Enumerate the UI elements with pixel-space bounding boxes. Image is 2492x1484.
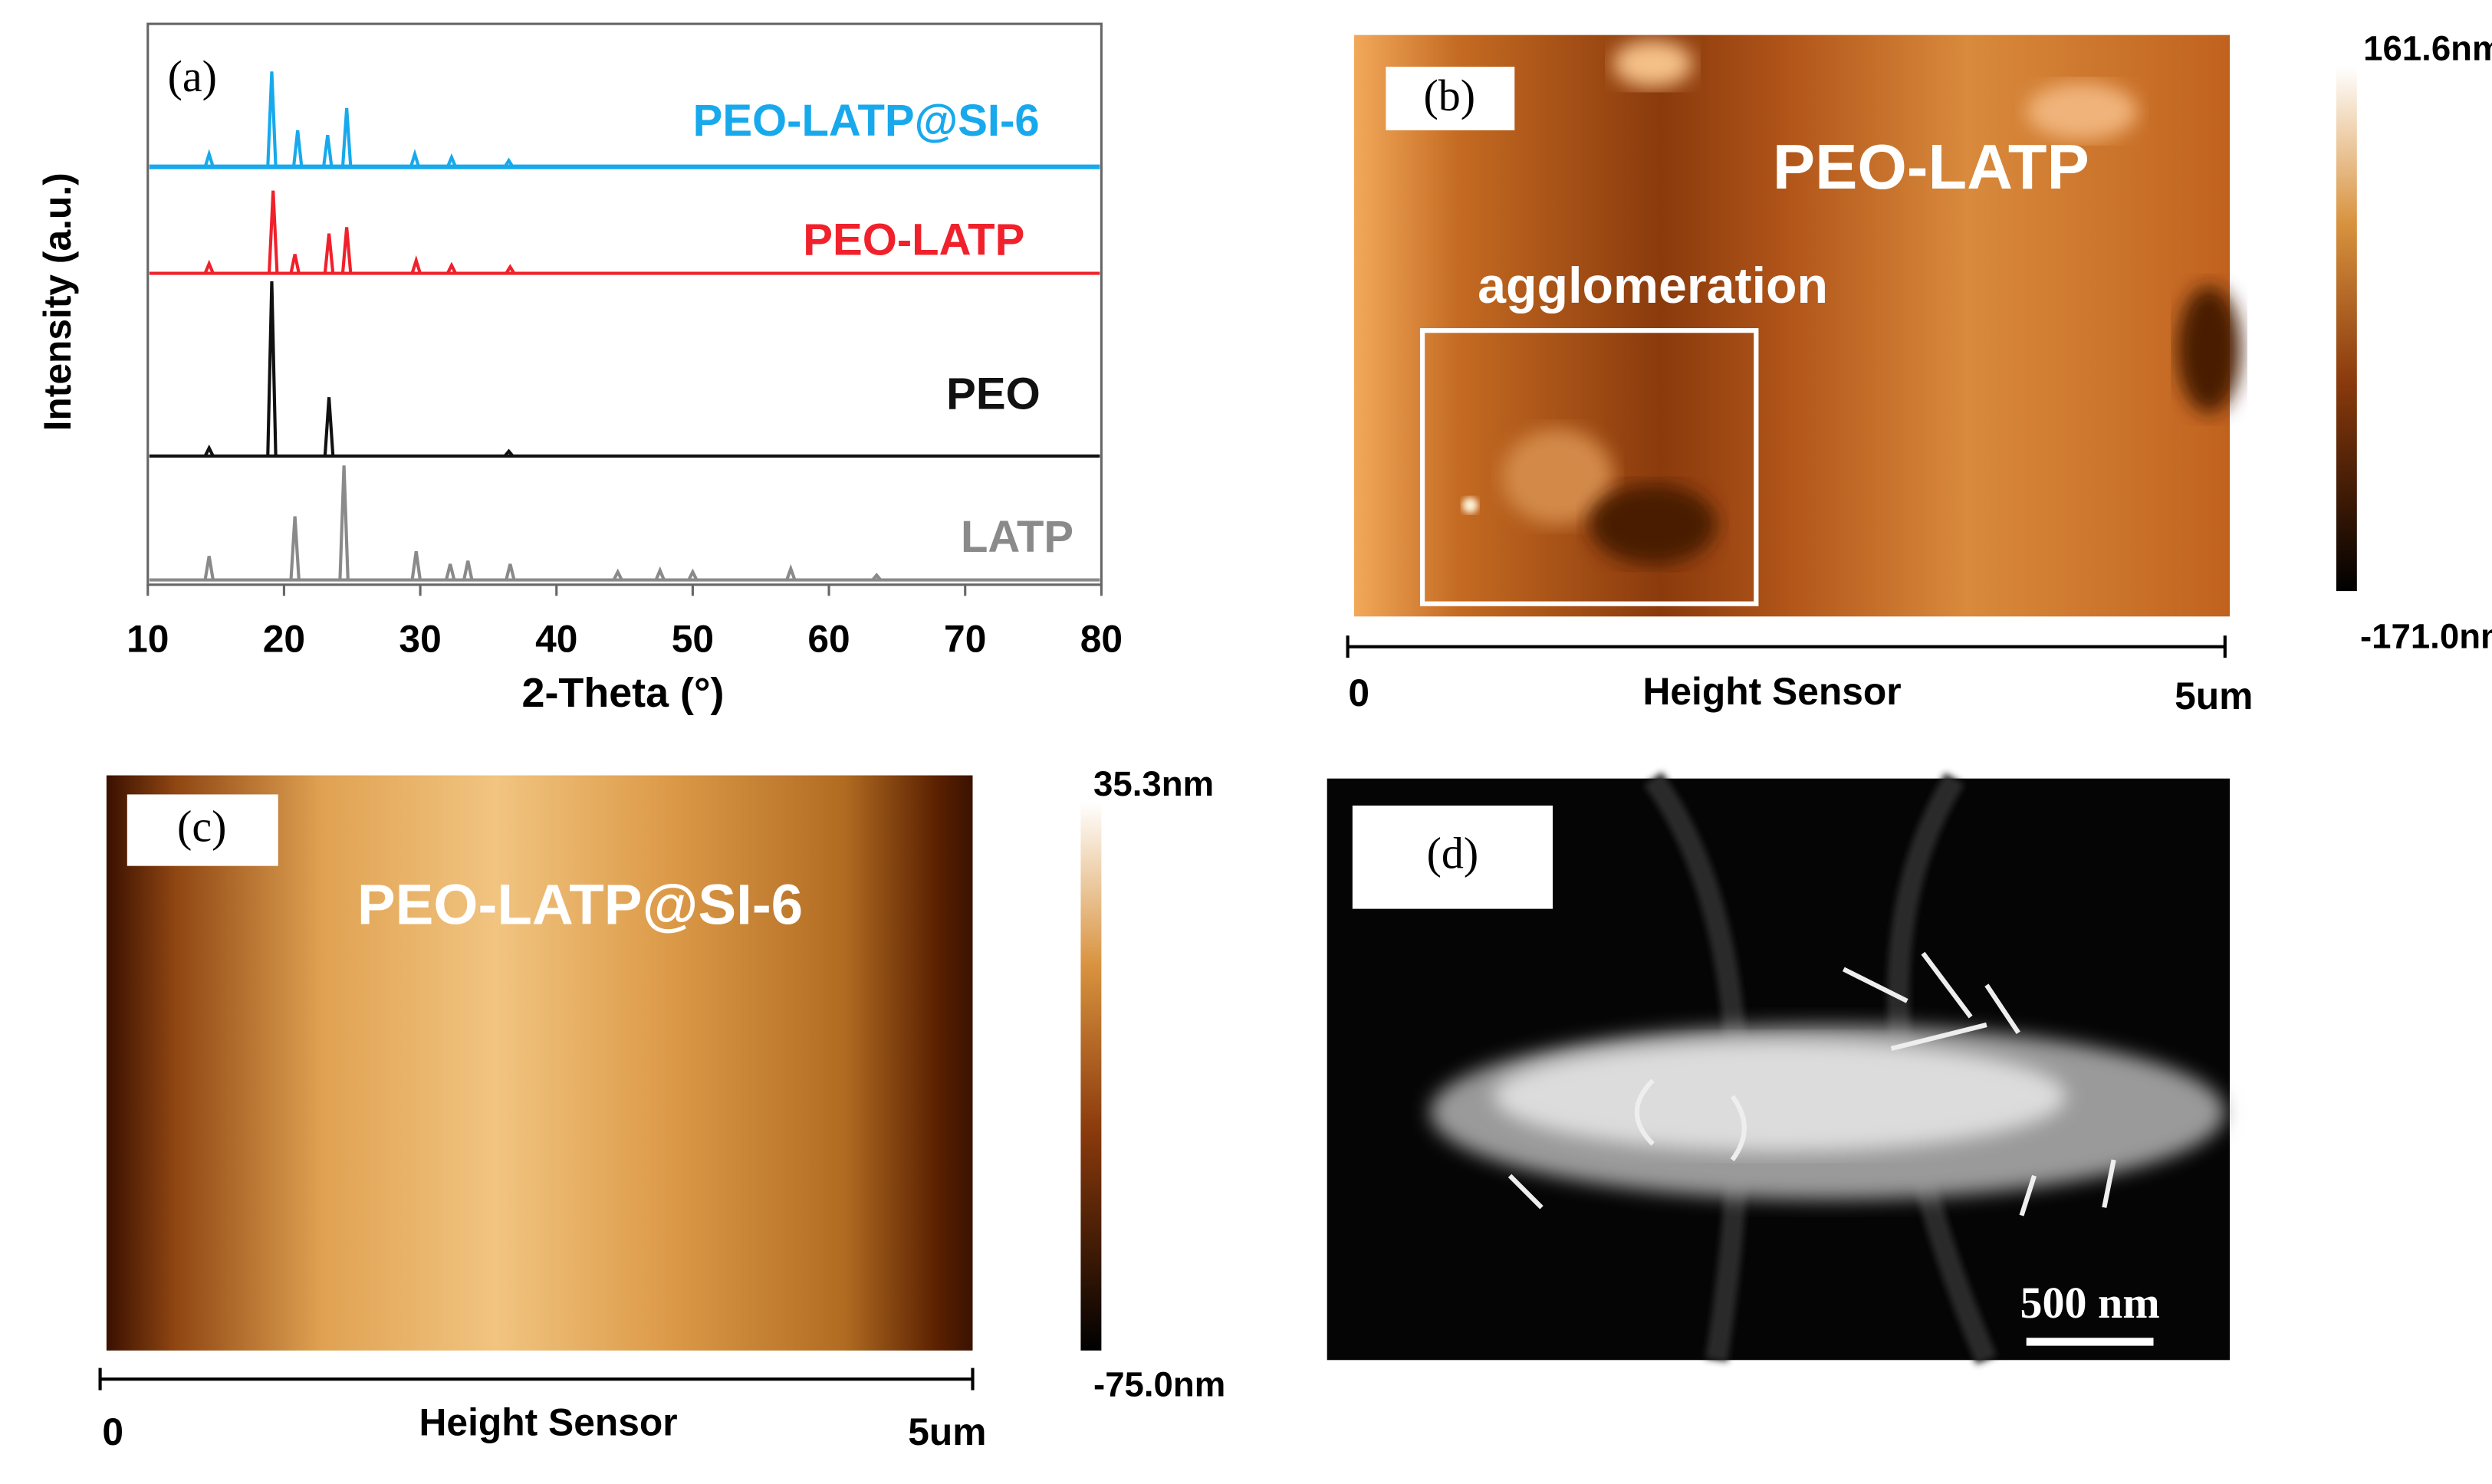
peak [687, 568, 699, 581]
texture [1613, 39, 1693, 88]
x-tick-label: 20 [263, 618, 305, 661]
panel-label: (b) [1423, 71, 1475, 120]
panel-label: (d) [1427, 829, 1479, 878]
xrd-panel: (a) 2-Theta (°) Intensity (a.u.) 10 20 30 4… [36, 22, 1123, 716]
afm-panel-b: (b) PEO-LATP agglomeration 161.6nm -171.… [1346, 28, 2492, 717]
label-box [127, 794, 278, 866]
peak [203, 149, 215, 168]
peak [203, 259, 215, 274]
peak [410, 255, 422, 274]
peak [410, 550, 422, 580]
scale-label: Height Sensor [1642, 670, 1901, 713]
colorbar-max: 161.6nm [2363, 28, 2492, 67]
peak [322, 134, 334, 167]
y-axis-label: Intensity (a.u.) [36, 172, 79, 431]
peak [340, 107, 353, 167]
peak [340, 227, 353, 274]
scale-end: 5um [2175, 675, 2253, 717]
series-label: PEO-LATP@SI-6 [693, 96, 1040, 146]
peak [266, 71, 278, 167]
x-tick-label: 60 [807, 618, 850, 661]
tem-panel-d: (d) 500 nm [1327, 772, 2231, 1364]
scale-start: 0 [102, 1410, 123, 1453]
afm-image [106, 775, 973, 1351]
series-label: LATP [961, 512, 1073, 562]
peak [203, 556, 215, 580]
colorbar-min: -75.0nm [1093, 1365, 1225, 1404]
texture [1501, 428, 1613, 525]
label-box [1352, 805, 1553, 909]
peak [409, 149, 421, 168]
scale-line [98, 1367, 975, 1390]
peak [503, 448, 515, 458]
peak [266, 281, 278, 456]
peak [445, 153, 458, 168]
fibers [1507, 951, 2116, 1216]
peak [291, 130, 304, 167]
peak [267, 190, 279, 274]
texture [2177, 286, 2241, 413]
label-box [152, 51, 232, 112]
panel-label: (c) [177, 801, 226, 851]
series-label: PEO [946, 369, 1041, 419]
scale-bar-label: 500 nm [2020, 1278, 2160, 1328]
scale-line [1346, 635, 2227, 658]
x-tick-label: 10 [127, 618, 169, 661]
afm-panel-c: (c) PEO-LATP@SI-6 35.3nm -75.0nm 0 Heigh… [98, 764, 1225, 1453]
highlight-box [1419, 328, 1759, 606]
peak [505, 264, 516, 274]
label-box [1386, 67, 1515, 131]
colorbar [1080, 802, 1102, 1351]
peak [323, 233, 335, 274]
peak [462, 560, 474, 581]
peak [503, 157, 515, 168]
peak [203, 444, 215, 457]
x-tick-label: 70 [944, 618, 986, 661]
scale-start: 0 [1348, 671, 1369, 714]
annotation: agglomeration [1478, 258, 1828, 314]
colorbar-min: -171.0nm [2360, 616, 2492, 655]
scale-end: 5um [908, 1410, 986, 1453]
peak [785, 563, 797, 581]
x-tick-label: 50 [672, 618, 714, 661]
x-tick-label: 80 [1080, 618, 1123, 661]
peak [871, 573, 883, 581]
series-label: PEO-LATP [803, 215, 1024, 264]
x-axis-label: 2-Theta (°) [522, 670, 725, 716]
peak [444, 563, 456, 581]
colorbar-max: 35.3nm [1093, 764, 1214, 803]
plot-frame [146, 22, 1103, 586]
colorbar [2336, 67, 2357, 592]
texture [1589, 484, 1717, 564]
scale-label: Height Sensor [419, 1400, 678, 1443]
image-title: PEO-LATP@SI-6 [357, 872, 803, 936]
peak [654, 566, 666, 581]
scale-bar [2026, 1338, 2154, 1346]
peak [612, 568, 623, 581]
texture [2026, 82, 2138, 140]
peak [289, 254, 301, 274]
image-title: PEO-LATP [1773, 131, 2089, 202]
texture [1461, 497, 1478, 514]
x-tick-label: 30 [399, 618, 441, 661]
peak [289, 516, 301, 580]
peak [505, 563, 516, 581]
peak [338, 465, 350, 580]
panel-label: (a) [168, 51, 217, 101]
fibrous-particle [1494, 1040, 2066, 1152]
peak [323, 397, 335, 457]
peak [445, 261, 457, 274]
x-tick-label: 40 [535, 618, 577, 661]
